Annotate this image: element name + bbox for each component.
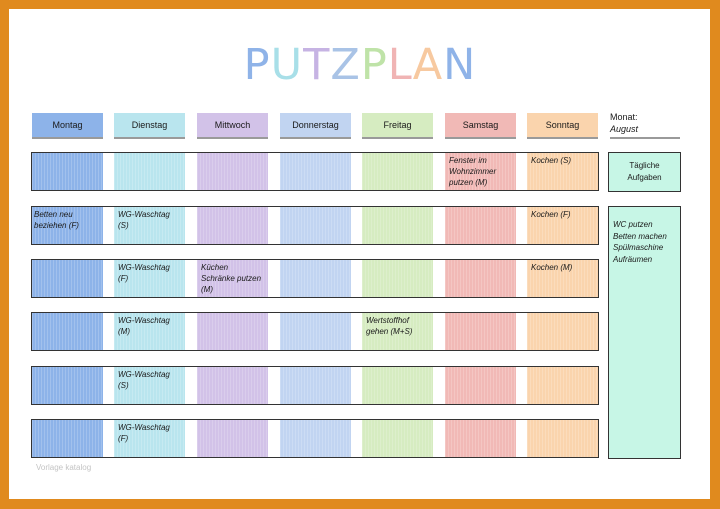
schedule-cell[interactable] xyxy=(445,260,516,297)
title-letter: P xyxy=(243,40,271,90)
schedule-cell[interactable] xyxy=(280,420,351,457)
schedule-cell[interactable]: Fenster im Wohnzimmer putzen (M) xyxy=(445,153,516,190)
schedule-cell[interactable] xyxy=(527,313,598,350)
schedule-cell[interactable] xyxy=(527,420,598,457)
task-text: Betten neu beziehen (F) xyxy=(34,210,79,230)
schedule-cell[interactable] xyxy=(280,260,351,297)
schedule-cell[interactable] xyxy=(197,313,268,350)
daily-tasks-box: WC putzen Betten machen Spülmaschine Auf… xyxy=(608,206,681,459)
day-header-3: Donnerstag xyxy=(280,113,351,139)
schedule-cell[interactable]: Kochen (M) xyxy=(527,260,598,297)
day-header-6: Sonntag xyxy=(527,113,598,139)
day-header-4: Freitag xyxy=(362,113,433,139)
schedule-row: Fenster im Wohnzimmer putzen (M) Kochen (… xyxy=(31,152,599,191)
schedule-cell[interactable] xyxy=(197,153,268,190)
schedule-cell[interactable]: WG-Waschtag (M) xyxy=(114,313,185,350)
page-title: PUTZPLAN xyxy=(0,40,720,90)
schedule-row: WG-Waschtag (M) Wertstoffhof gehen (M+S) xyxy=(31,312,599,351)
watermark: Vorlage katalog xyxy=(36,463,92,472)
daily-tasks-label: Tägliche Aufgaben xyxy=(608,152,681,192)
task-text: WG-Waschtag (F) xyxy=(118,263,170,283)
task-text: Kochen (S) xyxy=(531,156,572,165)
schedule-cell[interactable]: Küchen Schränke putzen (M) xyxy=(197,260,268,297)
title-letter: Z xyxy=(330,40,361,90)
schedule-cell[interactable] xyxy=(197,207,268,244)
schedule-cell[interactable] xyxy=(445,207,516,244)
schedule-cell[interactable] xyxy=(362,207,433,244)
schedule-cell[interactable] xyxy=(445,367,516,404)
schedule-cell[interactable] xyxy=(280,313,351,350)
schedule-cell[interactable] xyxy=(362,420,433,457)
schedule-cell[interactable] xyxy=(362,367,433,404)
title-letter: U xyxy=(270,40,304,90)
schedule-cell[interactable]: WG-Waschtag (F) xyxy=(114,420,185,457)
schedule-cell[interactable] xyxy=(32,367,103,404)
schedule-row: WG-Waschtag (S) xyxy=(31,366,599,405)
task-text: WG-Waschtag (F) xyxy=(118,423,170,443)
schedule-cell[interactable]: WG-Waschtag (F) xyxy=(114,260,185,297)
schedule-cell[interactable]: WG-Waschtag (S) xyxy=(114,367,185,404)
month-value: August xyxy=(610,124,639,134)
day-header-0: Montag xyxy=(32,113,103,139)
schedule-cell[interactable] xyxy=(32,153,103,190)
month-label: Monat: xyxy=(610,112,638,122)
schedule-cell[interactable] xyxy=(197,367,268,404)
title-letter: A xyxy=(412,40,444,90)
task-text: WG-Waschtag (M) xyxy=(118,316,170,336)
schedule-cell[interactable] xyxy=(280,207,351,244)
schedule-row: Betten neu beziehen (F) WG-Waschtag (S) Ko… xyxy=(31,206,599,245)
schedule-cell[interactable]: Kochen (S) xyxy=(527,153,598,190)
schedule-cell[interactable]: Wertstoffhof gehen (M+S) xyxy=(362,313,433,350)
task-text: Wertstoffhof gehen (M+S) xyxy=(366,316,413,336)
title-letter: N xyxy=(443,40,477,90)
schedule-row: WG-Waschtag (F) Küchen Schränke putzen (M… xyxy=(31,259,599,298)
schedule-cell[interactable] xyxy=(362,260,433,297)
task-text: Fenster im Wohnzimmer putzen (M) xyxy=(449,156,497,187)
day-header-2: Mittwoch xyxy=(197,113,268,139)
schedule-cell[interactable] xyxy=(197,420,268,457)
schedule-cell[interactable] xyxy=(280,367,351,404)
schedule-cell[interactable] xyxy=(32,420,103,457)
schedule-cell[interactable] xyxy=(362,153,433,190)
task-text: WG-Waschtag (S) xyxy=(118,210,170,230)
day-header-5: Samstag xyxy=(445,113,516,139)
schedule-cell[interactable] xyxy=(445,313,516,350)
daily-tasks-list: WC putzen Betten machen Spülmaschine Auf… xyxy=(613,220,667,264)
title-letter: P xyxy=(360,40,388,90)
task-text: WG-Waschtag (S) xyxy=(118,370,170,390)
schedule-row: WG-Waschtag (F) xyxy=(31,419,599,458)
task-text: Küchen Schränke putzen (M) xyxy=(201,263,262,294)
schedule-cell[interactable]: WG-Waschtag (S) xyxy=(114,207,185,244)
task-text: Kochen (M) xyxy=(531,263,573,272)
title-letter: L xyxy=(387,40,413,90)
schedule-cell[interactable] xyxy=(527,367,598,404)
day-header-1: Dienstag xyxy=(114,113,185,139)
schedule-cell[interactable]: Betten neu beziehen (F) xyxy=(32,207,103,244)
schedule-cell[interactable] xyxy=(32,260,103,297)
schedule-cell[interactable] xyxy=(32,313,103,350)
task-text: Kochen (F) xyxy=(531,210,571,219)
month-header: Monat: August xyxy=(610,111,680,139)
title-letter: T xyxy=(303,40,331,90)
schedule-cell[interactable]: Kochen (F) xyxy=(527,207,598,244)
page xyxy=(9,9,710,499)
schedule-cell[interactable] xyxy=(280,153,351,190)
schedule-cell[interactable] xyxy=(114,153,185,190)
schedule-cell[interactable] xyxy=(445,420,516,457)
